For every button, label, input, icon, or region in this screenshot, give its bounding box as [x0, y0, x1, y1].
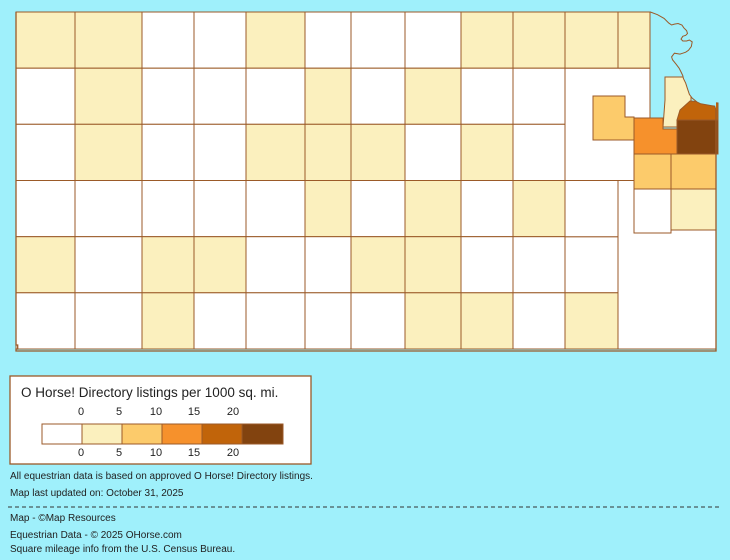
- svg-text:Equestrian Data - © 2025 OHors: Equestrian Data - © 2025 OHorse.com: [10, 530, 182, 541]
- svg-text:0: 0: [78, 447, 84, 459]
- svg-text:15: 15: [188, 447, 200, 459]
- svg-text:20: 20: [227, 447, 239, 459]
- svg-text:5: 5: [116, 406, 122, 418]
- svg-text:10: 10: [150, 447, 162, 459]
- svg-text:Map last updated on: October 3: Map last updated on: October 31, 2025: [10, 488, 184, 499]
- svg-text:O Horse! Directory listings pe: O Horse! Directory listings per 1000 sq.…: [21, 385, 278, 400]
- svg-text:5: 5: [116, 447, 122, 459]
- svg-text:0: 0: [78, 406, 84, 418]
- svg-text:20: 20: [227, 406, 239, 418]
- svg-text:15: 15: [188, 406, 200, 418]
- svg-text:10: 10: [150, 406, 162, 418]
- svg-text:Square mileage info from the U: Square mileage info from the U.S. Census…: [10, 544, 235, 555]
- svg-text:Map - ©Map Resources: Map - ©Map Resources: [10, 513, 116, 524]
- svg-text:All equestrian data is based o: All equestrian data is based on approved…: [10, 471, 313, 482]
